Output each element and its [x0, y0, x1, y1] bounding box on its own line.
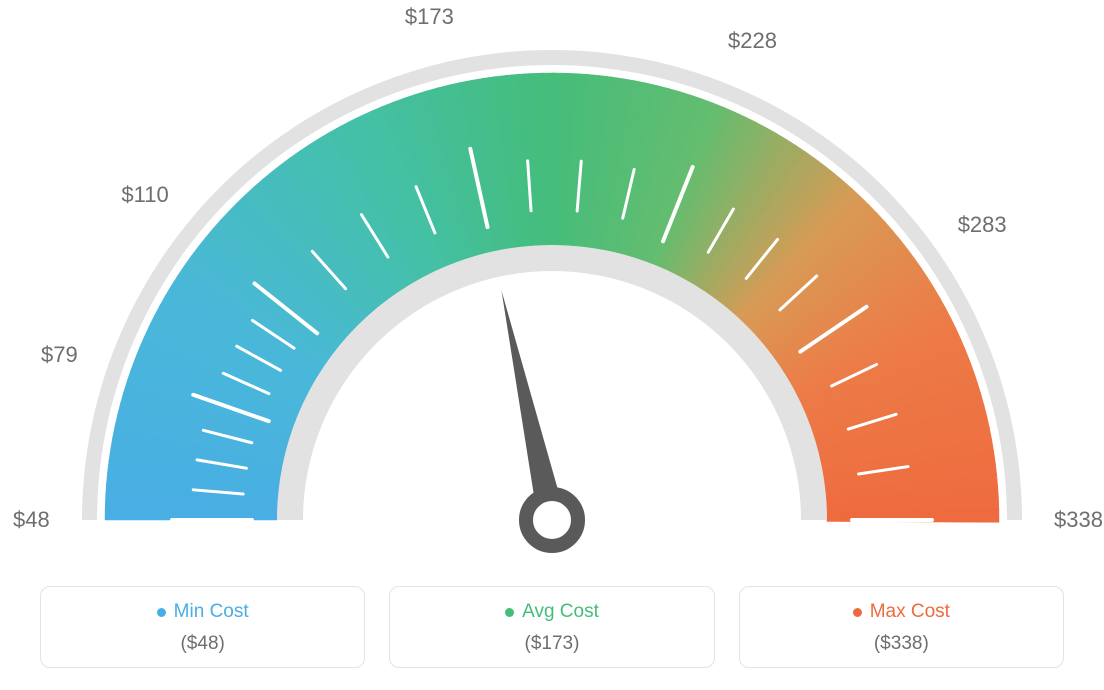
gauge-tick-label: $110 — [121, 182, 168, 208]
gauge-chart: $48 $79 $110 $173 $228 $283 $338 — [0, 0, 1104, 570]
dot-icon — [853, 608, 862, 617]
legend-card-avg: Avg Cost ($173) — [389, 586, 714, 668]
gauge-hub — [526, 494, 578, 546]
legend-title-text: Avg Cost — [522, 601, 599, 623]
legend-value-min: ($48) — [51, 633, 354, 655]
gauge-tick-label: $173 — [405, 4, 454, 30]
gauge-tick-label: $283 — [958, 212, 1007, 238]
gauge-svg — [0, 0, 1104, 570]
legend-title-avg: Avg Cost — [505, 601, 599, 623]
legend-title-text: Max Cost — [870, 601, 950, 623]
legend-card-max: Max Cost ($338) — [739, 586, 1064, 668]
dot-icon — [157, 608, 166, 617]
gauge-tick-label: $79 — [41, 342, 78, 368]
gauge-tick-label: $338 — [1054, 507, 1103, 533]
gauge-tick-label: $228 — [728, 28, 777, 54]
legend-title-max: Max Cost — [853, 601, 950, 623]
dot-icon — [505, 608, 514, 617]
legend-row: Min Cost ($48) Avg Cost ($173) Max Cost … — [40, 586, 1064, 668]
legend-title-text: Min Cost — [174, 601, 249, 623]
legend-card-min: Min Cost ($48) — [40, 586, 365, 668]
legend-value-max: ($338) — [750, 633, 1053, 655]
legend-value-avg: ($173) — [400, 633, 703, 655]
legend-title-min: Min Cost — [157, 601, 249, 623]
gauge-tick-label: $48 — [13, 507, 50, 533]
